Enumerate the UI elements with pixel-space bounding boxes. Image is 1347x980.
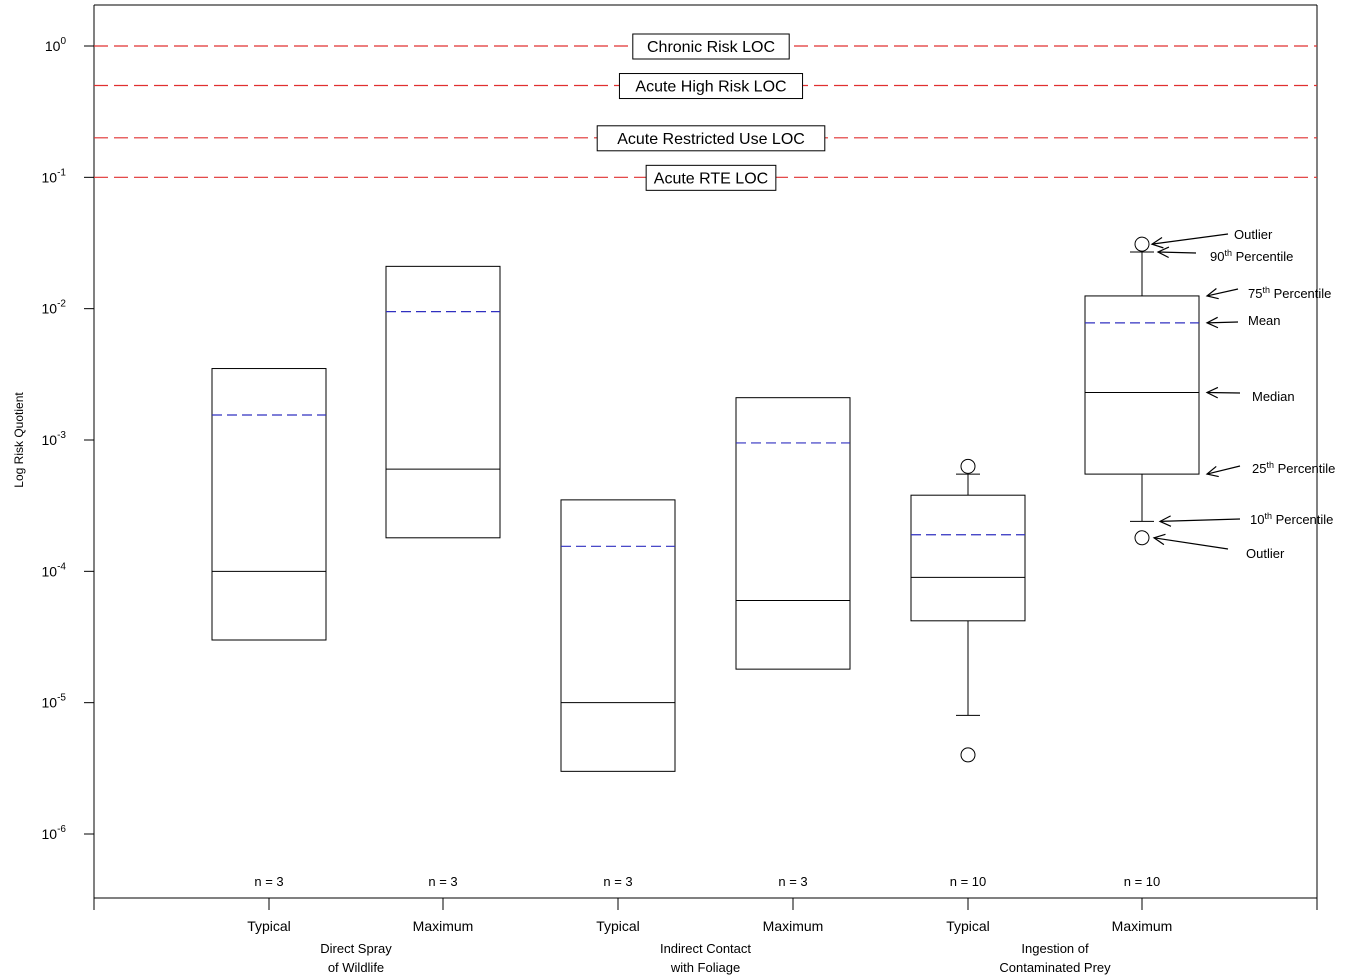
box-plots bbox=[211, 236, 1200, 772]
annotation-p10: 10th Percentile bbox=[1158, 511, 1333, 527]
y-tick-label: 10-2 bbox=[42, 299, 67, 317]
iqr-box bbox=[1084, 295, 1200, 475]
annotation-arrow-head bbox=[1152, 533, 1166, 546]
y-tick-label: 10-1 bbox=[42, 167, 67, 185]
iqr-box bbox=[385, 265, 501, 539]
loc-label-box bbox=[618, 73, 804, 100]
legend-annotations: Outlier 90th Percentile 75th Percentile Mea… bbox=[1150, 227, 1335, 561]
loc-label: Chronic Risk LOC bbox=[647, 39, 775, 56]
annotation-label: Mean bbox=[1248, 313, 1281, 328]
category-labels: n = 3 Typical n = 3 Maximum n = 3 Typical n = … bbox=[247, 874, 1172, 975]
iqr-box bbox=[910, 494, 1026, 622]
annotation-label: 10th Percentile bbox=[1250, 511, 1333, 527]
annotation-mean: Mean bbox=[1205, 313, 1281, 329]
annotation-outlier_high: Outlier bbox=[1150, 227, 1273, 249]
annotation-label: 25th Percentile bbox=[1252, 460, 1335, 476]
y-tick-label: 10-6 bbox=[42, 824, 67, 842]
group-label-line2: of Wildlife bbox=[328, 960, 384, 975]
n-count-label: n = 3 bbox=[428, 874, 457, 889]
annotation-arrow-shaft bbox=[1151, 233, 1229, 245]
loc-reference-lines: Chronic Risk LOC Acute High Risk LOC Acute… bbox=[94, 33, 1317, 191]
annotation-arrow-shaft bbox=[1206, 391, 1241, 394]
annotation-arrow-shaft bbox=[1206, 321, 1239, 324]
category-label: Typical bbox=[247, 918, 291, 934]
outlier-point bbox=[960, 458, 976, 474]
axes: 100 10-1 10-2 10-3 10-4 10-5 10-6 Log Risk Quot… bbox=[12, 4, 1318, 910]
iqr-box bbox=[211, 368, 327, 641]
y-tick-label: 10-3 bbox=[42, 430, 67, 448]
y-tick-label: 100 bbox=[45, 36, 67, 54]
annotation-arrow-shaft bbox=[1159, 518, 1241, 522]
category-label: Maximum bbox=[413, 918, 474, 934]
iqr-box bbox=[735, 397, 851, 670]
annotation-label: Outlier bbox=[1246, 546, 1285, 561]
iqr-box bbox=[560, 499, 676, 772]
group-label-line2: Contaminated Prey bbox=[999, 960, 1111, 975]
annotation-arrow-head bbox=[1150, 237, 1164, 249]
loc-label: Acute High Risk LOC bbox=[635, 79, 786, 96]
loc-label-box bbox=[645, 164, 777, 191]
annotation-p90: 90th Percentile bbox=[1156, 246, 1293, 264]
annotation-outlier_low: Outlier bbox=[1152, 533, 1285, 561]
annotation-arrow-head bbox=[1156, 246, 1170, 259]
annotation-label: 90th Percentile bbox=[1210, 248, 1293, 264]
annotation-arrow-head bbox=[1158, 515, 1172, 527]
loc-label-box bbox=[596, 125, 826, 152]
category-label: Maximum bbox=[763, 918, 824, 934]
box-plot bbox=[560, 499, 676, 772]
category-label: Typical bbox=[946, 918, 990, 934]
outlier-point bbox=[960, 747, 976, 763]
group-label-line1: Ingestion of bbox=[1021, 941, 1089, 956]
loc-label-box bbox=[632, 33, 790, 60]
group-label-line2: with Foliage bbox=[670, 960, 740, 975]
annotation-q1: 25th Percentile bbox=[1205, 460, 1335, 478]
n-count-label: n = 10 bbox=[1124, 874, 1161, 889]
category-label: Maximum bbox=[1112, 918, 1173, 934]
group-label-line1: Indirect Contact bbox=[660, 941, 751, 956]
box-plot bbox=[385, 265, 501, 539]
category-label: Typical bbox=[596, 918, 640, 934]
box-plot bbox=[735, 397, 851, 670]
y-tick-label: 10-5 bbox=[42, 693, 67, 711]
annotation-arrow-shaft bbox=[1206, 465, 1241, 475]
annotation-label: Median bbox=[1252, 389, 1295, 404]
annotation-arrow-head bbox=[1205, 316, 1219, 329]
n-count-label: n = 3 bbox=[778, 874, 807, 889]
group-label-line1: Direct Spray bbox=[320, 941, 392, 956]
y-tick-label: 10-4 bbox=[42, 561, 67, 579]
loc-label: Acute RTE LOC bbox=[654, 170, 768, 187]
n-count-label: n = 10 bbox=[950, 874, 987, 889]
outlier-point bbox=[1134, 236, 1150, 252]
annotation-arrow-head bbox=[1205, 465, 1219, 478]
annotation-label: Outlier bbox=[1234, 227, 1273, 242]
box-plot bbox=[910, 458, 1026, 763]
outlier-point bbox=[1134, 530, 1150, 546]
n-count-label: n = 3 bbox=[254, 874, 283, 889]
annotation-arrow-head bbox=[1205, 288, 1219, 300]
annotation-label: 75th Percentile bbox=[1248, 285, 1331, 301]
box-plot bbox=[1084, 236, 1200, 546]
annotation-median: Median bbox=[1205, 386, 1295, 404]
annotation-q3: 75th Percentile bbox=[1205, 285, 1331, 301]
annotation-arrow-shaft bbox=[1206, 288, 1239, 297]
annotation-arrow-shaft bbox=[1153, 537, 1229, 550]
annotation-arrow-shaft bbox=[1157, 251, 1197, 254]
n-count-label: n = 3 bbox=[603, 874, 632, 889]
annotation-arrow-head bbox=[1205, 386, 1219, 399]
loc-label: Acute Restricted Use LOC bbox=[617, 131, 805, 148]
box-plot bbox=[211, 368, 327, 641]
y-axis-label: Log Risk Quotient bbox=[12, 392, 26, 488]
